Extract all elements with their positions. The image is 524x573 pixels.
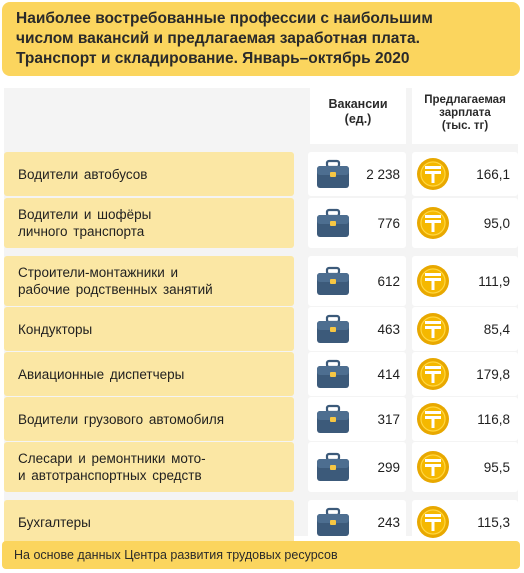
vacancies-cell: 612 — [308, 256, 406, 306]
table-row: Водители и шофёры личного транспорта 776 … — [4, 198, 518, 248]
profession-name-line: Водители автобусов — [18, 166, 148, 182]
salary-value: 116,8 — [477, 411, 510, 427]
profession-name: Слесари и ремонтники мото-и автотранспор… — [4, 442, 294, 492]
profession-name: Строители-монтажники и рабочие родственны… — [4, 256, 294, 306]
tenge-coin-icon — [416, 157, 450, 191]
salary-value: 95,5 — [483, 459, 510, 475]
vacancies-cell: 463 — [308, 307, 406, 351]
profession-name: Водители грузового автомобиля — [4, 397, 294, 441]
vacancies-value: 2 238 — [366, 166, 400, 182]
briefcase-icon — [316, 266, 350, 296]
table-row: Водители автобусов 2 238 166,1 — [4, 152, 518, 196]
profession-name-line: и автотранспортных средств — [18, 468, 202, 483]
salary-cell: 111,9 — [412, 256, 518, 306]
profession-name-line: личного транспорта — [18, 224, 145, 239]
profession-name: Бухгалтеры — [4, 500, 294, 544]
tenge-coin-icon — [416, 505, 450, 539]
title-line-3: Транспорт и складирование. Январь–октябр… — [16, 50, 410, 67]
profession-name-line: Бухгалтеры — [18, 514, 91, 530]
salary-value: 166,1 — [476, 166, 510, 182]
tenge-coin-icon — [416, 450, 450, 484]
salary-value: 111,9 — [478, 273, 510, 289]
vacancies-value: 414 — [377, 366, 400, 382]
table-row: Кондукторы 463 85,4 — [4, 307, 518, 351]
profession-name-line: рабочие родственных занятий — [18, 282, 213, 297]
briefcase-icon — [316, 452, 350, 482]
tenge-coin-icon — [416, 357, 450, 391]
vacancies-value: 776 — [377, 215, 400, 231]
briefcase-icon — [316, 359, 350, 389]
salary-cell: 179,8 — [412, 352, 518, 396]
briefcase-icon — [316, 208, 350, 238]
profession-name-line: Слесари и ремонтники мото- — [18, 451, 206, 466]
vacancies-cell: 2 238 — [308, 152, 406, 196]
vacancies-cell: 414 — [308, 352, 406, 396]
vacancies-value: 299 — [377, 459, 400, 475]
tenge-coin-icon — [416, 264, 450, 298]
salary-value: 179,8 — [476, 366, 510, 382]
briefcase-icon — [316, 159, 350, 189]
tenge-coin-icon — [416, 402, 450, 436]
table-row: Бухгалтеры 243 115,3 — [4, 500, 518, 544]
salary-cell: 116,8 — [412, 397, 518, 441]
salary-value: 115,3 — [477, 514, 510, 530]
vacancies-value: 463 — [377, 321, 400, 337]
briefcase-icon — [316, 404, 350, 434]
salary-value: 85,4 — [483, 321, 510, 337]
profession-name: Водители автобусов — [4, 152, 294, 196]
salary-cell: 115,3 — [412, 500, 518, 544]
vacancies-value: 612 — [377, 273, 400, 289]
source-footer: На основе данных Центра развития трудовы… — [2, 541, 520, 569]
vacancies-cell: 299 — [308, 442, 406, 492]
profession-name-line: Авиационные диспетчеры — [18, 366, 185, 382]
table-row: Слесари и ремонтники мото-и автотранспор… — [4, 442, 518, 492]
profession-name-line: Водители грузового автомобиля — [18, 411, 225, 427]
vacancies-cell: 317 — [308, 397, 406, 441]
title-line-2: числом вакансий и предлагаемая заработна… — [16, 30, 420, 47]
salary-cell: 95,0 — [412, 198, 518, 248]
salary-value: 95,0 — [483, 215, 510, 231]
salary-cell: 166,1 — [412, 152, 518, 196]
profession-name: Кондукторы — [4, 307, 294, 351]
tenge-coin-icon — [416, 206, 450, 240]
briefcase-icon — [316, 314, 350, 344]
table-row: Авиационные диспетчеры 414 179,8 — [4, 352, 518, 396]
vacancies-value: 317 — [377, 411, 400, 427]
table-row: Водители грузового автомобиля 317 116,8 — [4, 397, 518, 441]
tenge-coin-icon — [416, 312, 450, 346]
salary-cell: 85,4 — [412, 307, 518, 351]
title-line-1: Наиболее востребованные профессии с наиб… — [16, 10, 433, 27]
salary-cell: 95,5 — [412, 442, 518, 492]
profession-name: Водители и шофёры личного транспорта — [4, 198, 294, 248]
profession-name-line: Строители-монтажники и — [18, 265, 179, 280]
briefcase-icon — [316, 507, 350, 537]
vacancies-value: 243 — [377, 514, 400, 530]
professions-table: Вакансии (ед.) Предлагаемая зарплата (ты… — [4, 88, 518, 544]
profession-name: Авиационные диспетчеры — [4, 352, 294, 396]
header-salary: Предлагаемая зарплата (тыс. тг) — [412, 88, 518, 144]
title-banner: Наиболее востребованные профессии с наиб… — [2, 2, 520, 76]
vacancies-cell: 243 — [308, 500, 406, 544]
table-row: Строители-монтажники и рабочие родственны… — [4, 256, 518, 306]
profession-name-line: Кондукторы — [18, 321, 93, 337]
profession-name-line: Водители и шофёры — [18, 207, 152, 222]
vacancies-cell: 776 — [308, 198, 406, 248]
header-vacancies: Вакансии (ед.) — [310, 88, 406, 144]
